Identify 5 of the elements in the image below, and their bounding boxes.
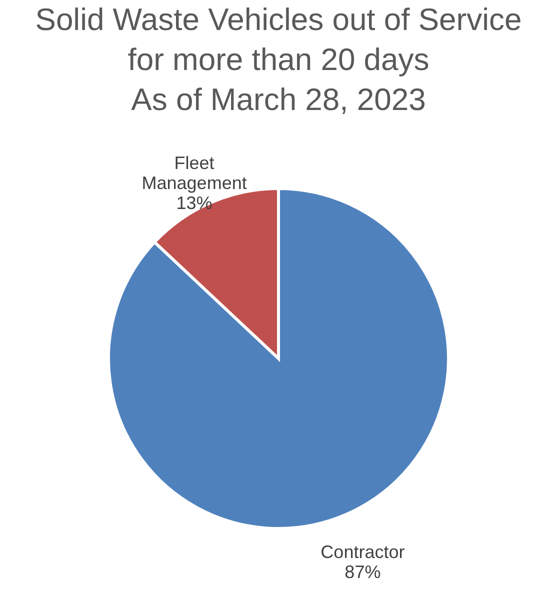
- chart-title: Solid Waste Vehicles out of Service for more than 20 days As of March 28, 2023: [35, 2, 522, 117]
- slice-label: Fleet Management: [142, 152, 247, 193]
- slice-label: Contractor: [320, 542, 405, 562]
- data-label: 87%: [344, 562, 381, 582]
- data-label: 13%: [176, 192, 212, 213]
